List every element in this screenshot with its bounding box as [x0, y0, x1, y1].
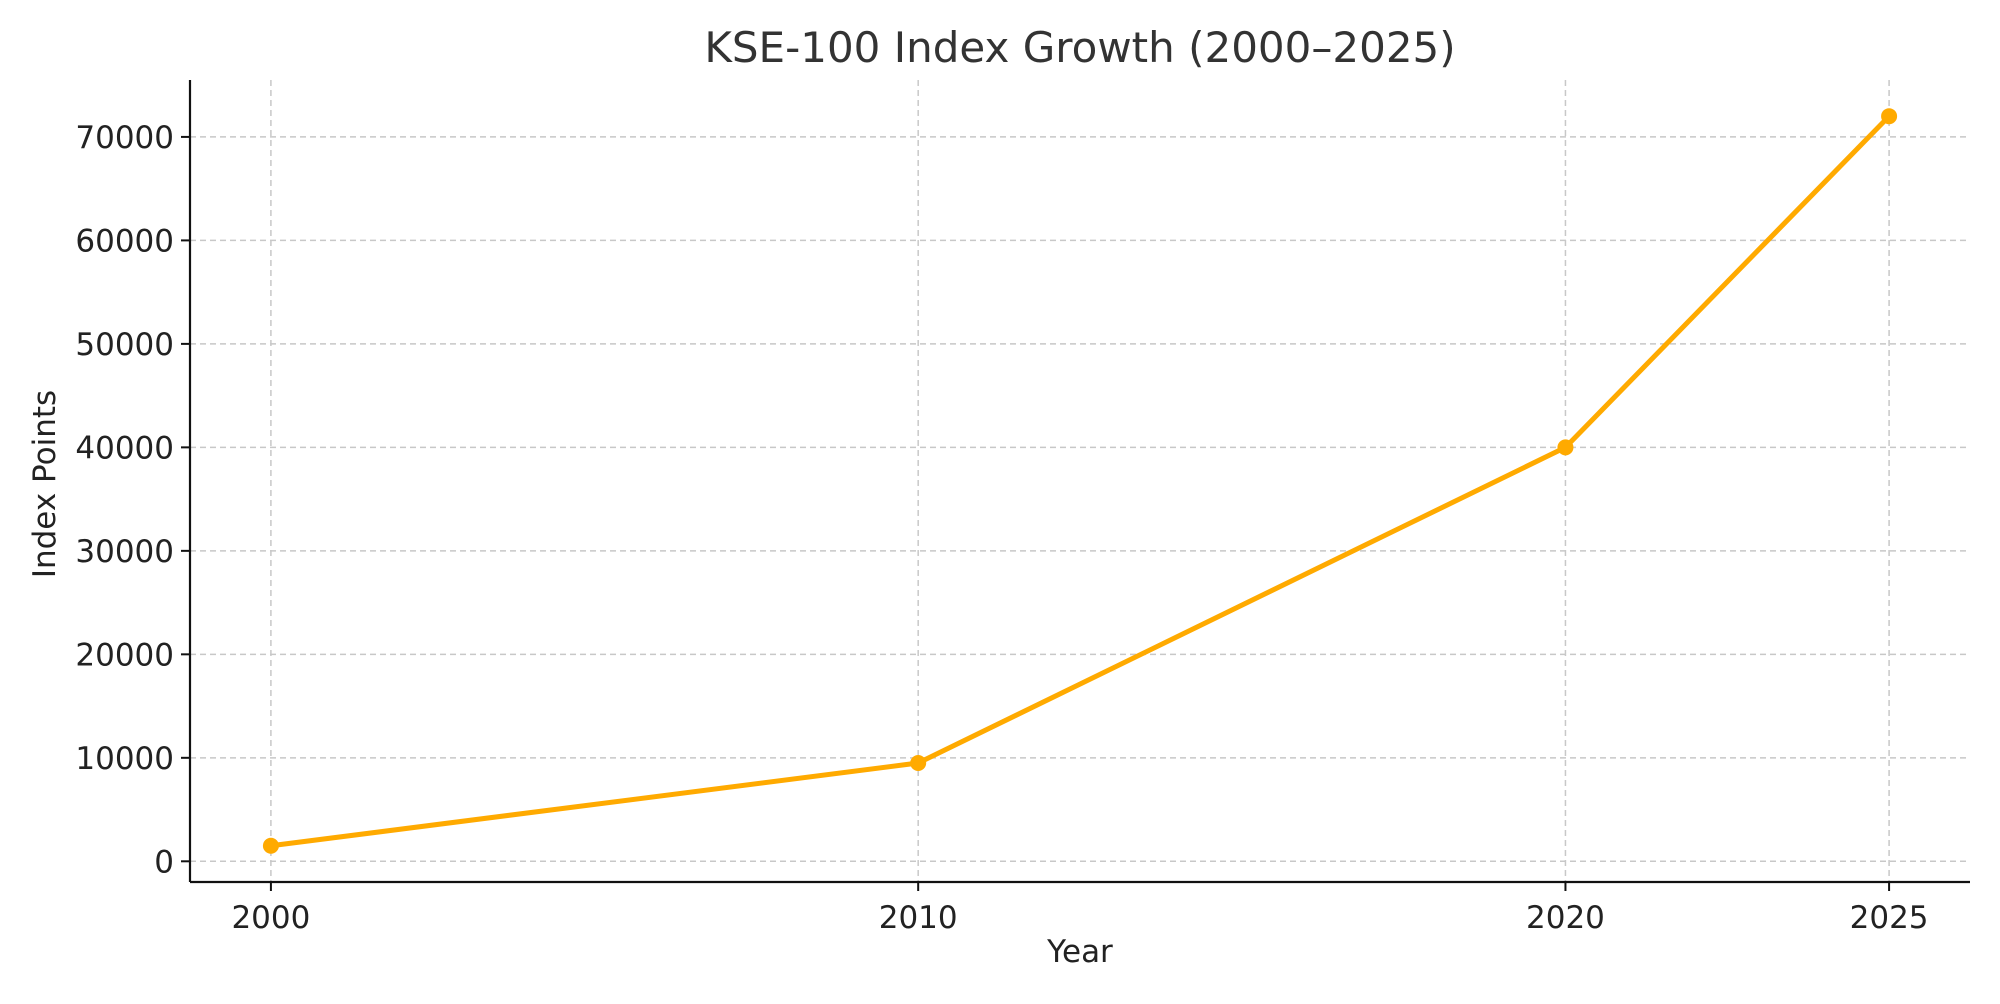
- y-tick-label-6: 60000: [75, 223, 174, 259]
- x-tick-label-0: 2000: [231, 900, 310, 936]
- y-tick-label-7: 70000: [75, 120, 174, 156]
- y-tick-label-5: 50000: [75, 327, 174, 363]
- series-line-0: [268, 113, 1892, 849]
- x-tick-label-2: 2020: [1526, 900, 1605, 936]
- axes-layer: [188, 80, 1970, 884]
- grid-layer: [190, 80, 1970, 882]
- data-point-2000: [262, 837, 279, 854]
- y-tick-label-4: 40000: [75, 430, 174, 466]
- data-point-2010: [910, 754, 927, 771]
- chart-title: KSE-100 Index Growth (2000–2025): [704, 23, 1455, 72]
- y-axis-title: Index Points: [27, 390, 63, 578]
- y-tick-label-1: 10000: [75, 741, 174, 777]
- ticks-layer: 0 10000 20000 30000 40000 50000 60000 70000 2000…: [75, 120, 1928, 936]
- data-point-2020: [1557, 439, 1574, 456]
- y-tick-label-3: 30000: [75, 534, 174, 570]
- x-axis-title: Year: [1046, 934, 1113, 970]
- y-tick-label-0: 0: [154, 844, 174, 880]
- y-tick-label-2: 20000: [75, 637, 174, 673]
- data-point-2025: [1881, 108, 1898, 125]
- series-layer: [262, 108, 1898, 854]
- x-tick-label-1: 2010: [879, 900, 958, 936]
- x-tick-label-3: 2025: [1850, 900, 1929, 936]
